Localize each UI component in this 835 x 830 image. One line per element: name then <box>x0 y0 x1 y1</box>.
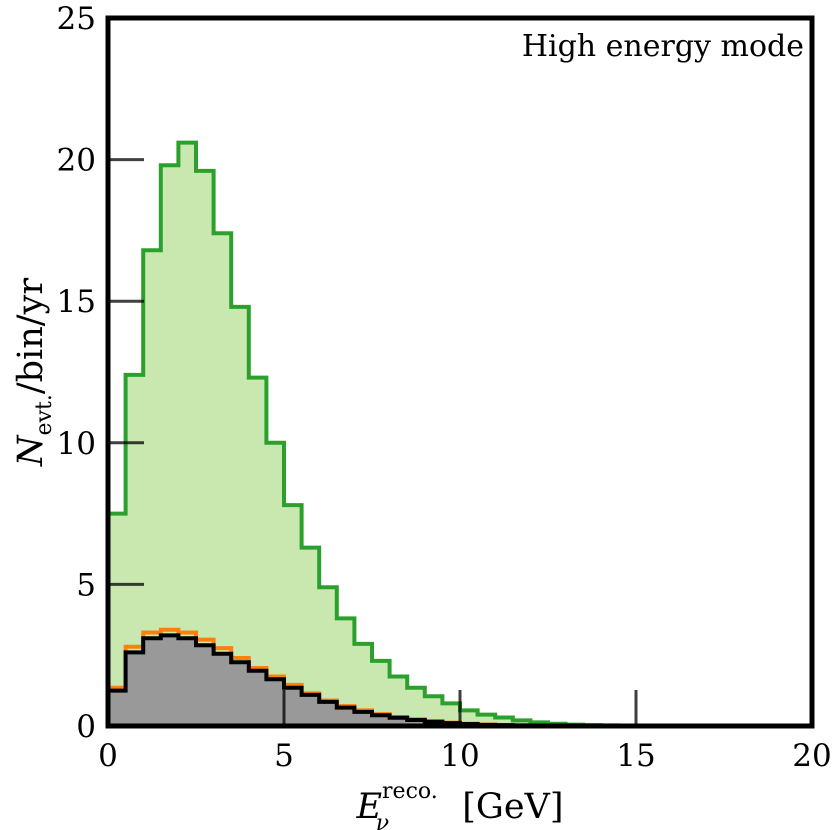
bin-fill <box>125 374 144 726</box>
label-layer: 0 5 10 15 20 0 5 10 15 20 25 Ereco. ν [GeV] Nevt./bin… <box>11 1 832 830</box>
bin-fill <box>196 170 215 727</box>
bin-fill <box>512 720 531 726</box>
bin-fill <box>284 687 303 726</box>
bin-fill <box>143 638 162 726</box>
series-layer <box>108 140 812 728</box>
x-tick-label: 5 <box>274 738 294 774</box>
mode-annotation: High energy mode <box>522 29 804 64</box>
bin-fill <box>424 696 443 726</box>
bin-fill <box>178 142 197 726</box>
y-tick-label: 5 <box>76 567 96 603</box>
bin-fill <box>143 250 162 726</box>
bin-fill <box>319 701 338 726</box>
bin-fill <box>372 660 391 726</box>
bin-fill <box>407 687 426 726</box>
bin-fill <box>372 715 391 726</box>
series-0 <box>108 140 812 728</box>
y-axis-label: Nevt./bin/yr <box>11 278 57 467</box>
bin-fill <box>284 505 303 726</box>
bin-fill <box>336 618 355 726</box>
series-2 <box>108 633 812 728</box>
bin-fill <box>213 653 232 726</box>
bin-fill <box>108 690 127 726</box>
bin-fill <box>389 676 408 726</box>
bin-fill <box>319 587 338 726</box>
bin-fill <box>301 694 320 726</box>
x-tick-label: 15 <box>616 738 655 774</box>
plot-frame <box>105 15 815 729</box>
x-tick-label: 0 <box>98 738 118 774</box>
bin-fill <box>125 652 144 726</box>
bin-fill <box>354 643 373 726</box>
bin-fill <box>248 377 267 726</box>
bin-fill <box>231 306 250 726</box>
y-tick-label: 0 <box>76 709 96 745</box>
bin-fill <box>178 638 197 726</box>
bin-fill <box>248 670 267 726</box>
x-tick-label: 10 <box>440 738 479 774</box>
bin-fill <box>336 707 355 726</box>
bin-fill <box>108 513 127 726</box>
bin-fill <box>213 233 232 726</box>
bin-fill <box>160 635 179 726</box>
bin-fill <box>495 717 514 726</box>
bin-fill <box>266 679 285 726</box>
x-axis-label: Ereco. ν [GeV] <box>355 779 563 830</box>
bin-fill <box>407 720 426 726</box>
bin-fill <box>477 714 496 726</box>
bin-fill <box>160 165 179 726</box>
y-tick-label: 20 <box>57 143 96 179</box>
bin-fill <box>196 645 215 726</box>
x-tick-label: 20 <box>792 738 831 774</box>
bin-fill <box>231 662 250 726</box>
bin-fill <box>354 711 373 726</box>
bin-fill <box>266 442 285 726</box>
bin-fill <box>301 547 320 726</box>
y-tick-label: 25 <box>57 1 96 37</box>
bin-fill <box>389 717 408 726</box>
y-tick-label: 10 <box>57 426 96 462</box>
bin-fill <box>442 703 461 726</box>
y-tick-label: 15 <box>57 284 96 320</box>
